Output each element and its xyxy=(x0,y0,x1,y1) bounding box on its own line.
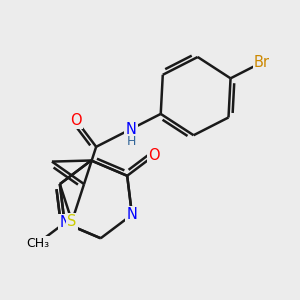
Text: N: N xyxy=(127,207,137,222)
Text: Br: Br xyxy=(254,55,270,70)
Text: CH₃: CH₃ xyxy=(26,236,50,250)
Text: N: N xyxy=(59,215,70,230)
Text: O: O xyxy=(148,148,160,163)
Text: N: N xyxy=(126,122,136,136)
Text: O: O xyxy=(70,113,82,128)
Text: S: S xyxy=(67,214,76,229)
Text: H: H xyxy=(126,135,136,148)
